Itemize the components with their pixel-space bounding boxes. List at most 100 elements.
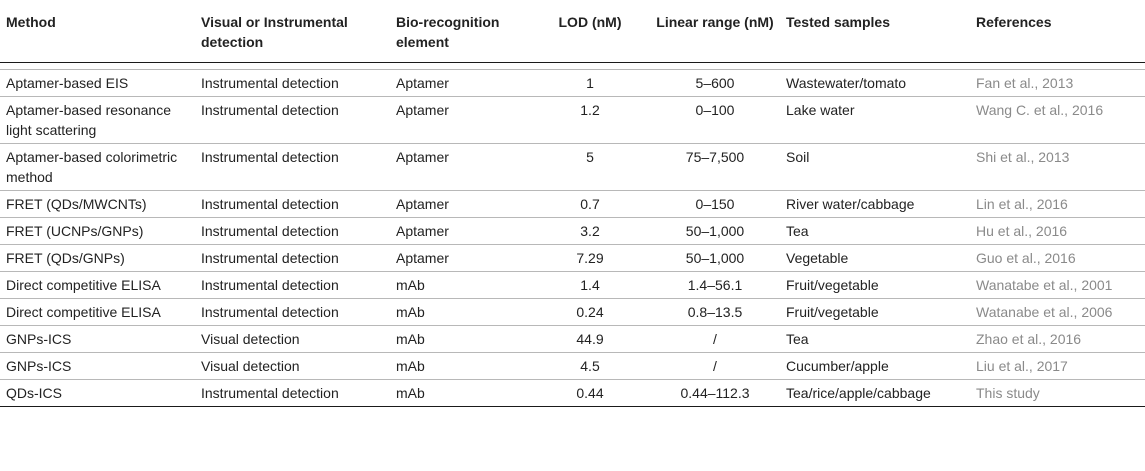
- cell-reference-link[interactable]: Lin et al., 2016: [970, 190, 1145, 218]
- cell-range: 50–1,000: [650, 244, 780, 272]
- cell-bio: mAb: [390, 271, 530, 299]
- cell-lod: 1: [530, 69, 650, 97]
- header-lod: LOD (nM): [530, 0, 650, 63]
- cell-range: 0.8–13.5: [650, 298, 780, 326]
- cell-samples: Tea: [780, 217, 970, 245]
- cell-range: /: [650, 352, 780, 380]
- cell-lod: 1.4: [530, 271, 650, 299]
- spacer-cell: [0, 62, 1145, 70]
- cell-detection: Instrumental detection: [195, 298, 390, 326]
- cell-bio: Aptamer: [390, 69, 530, 97]
- cell-method: Aptamer-based EIS: [0, 69, 195, 97]
- cell-range: 0–100: [650, 96, 780, 144]
- cell-bio: Aptamer: [390, 143, 530, 191]
- cell-bio: Aptamer: [390, 217, 530, 245]
- cell-bio: mAb: [390, 352, 530, 380]
- cell-bio: mAb: [390, 379, 530, 407]
- cell-range: /: [650, 325, 780, 353]
- cell-method: FRET (QDs/MWCNTs): [0, 190, 195, 218]
- header-row: Method Visual or Instrumental detection …: [0, 0, 1145, 63]
- cell-method: FRET (UCNPs/GNPs): [0, 217, 195, 245]
- cell-range: 75–7,500: [650, 143, 780, 191]
- table-body: Aptamer-based EIS Instrumental detection…: [0, 69, 1145, 407]
- cell-method: Direct competitive ELISA: [0, 271, 195, 299]
- table-row: Direct competitive ELISA Instrumental de…: [0, 298, 1145, 326]
- comparison-table: Method Visual or Instrumental detection …: [0, 0, 1145, 407]
- cell-samples: Vegetable: [780, 244, 970, 272]
- cell-lod: 0.44: [530, 379, 650, 407]
- cell-reference-link[interactable]: Guo et al., 2016: [970, 244, 1145, 272]
- table-row: Aptamer-based resonance light scattering…: [0, 96, 1145, 144]
- cell-range: 0.44–112.3: [650, 379, 780, 407]
- cell-range: 0–150: [650, 190, 780, 218]
- cell-samples: Soil: [780, 143, 970, 191]
- header-method: Method: [0, 0, 195, 63]
- cell-detection: Instrumental detection: [195, 143, 390, 191]
- cell-samples: River water/cabbage: [780, 190, 970, 218]
- header-visual-instrumental: Visual or Instrumental detection: [195, 0, 390, 63]
- table-header: Method Visual or Instrumental detection …: [0, 0, 1145, 70]
- header-tested-samples: Tested samples: [780, 0, 970, 63]
- cell-lod: 44.9: [530, 325, 650, 353]
- cell-samples: Cucumber/apple: [780, 352, 970, 380]
- header-bio-recognition: Bio-recognition element: [390, 0, 530, 63]
- cell-range: 5–600: [650, 69, 780, 97]
- cell-lod: 3.2: [530, 217, 650, 245]
- cell-method: Aptamer-based colorimetric method: [0, 143, 195, 191]
- cell-bio: mAb: [390, 298, 530, 326]
- cell-method: QDs-ICS: [0, 379, 195, 407]
- header-spacer: [0, 62, 1145, 70]
- cell-samples: Tea/rice/apple/cabbage: [780, 379, 970, 407]
- cell-detection: Instrumental detection: [195, 190, 390, 218]
- cell-method: Aptamer-based resonance light scattering: [0, 96, 195, 144]
- cell-reference-link[interactable]: Watanabe et al., 2006: [970, 298, 1145, 326]
- cell-range: 1.4–56.1: [650, 271, 780, 299]
- table-row: Direct competitive ELISA Instrumental de…: [0, 271, 1145, 299]
- cell-samples: Tea: [780, 325, 970, 353]
- header-references: References: [970, 0, 1145, 63]
- cell-method: GNPs-ICS: [0, 352, 195, 380]
- table-row: GNPs-ICS Visual detection mAb 44.9 / Tea…: [0, 325, 1145, 353]
- header-linear-range: Linear range (nM): [650, 0, 780, 63]
- cell-lod: 0.7: [530, 190, 650, 218]
- cell-detection: Visual detection: [195, 325, 390, 353]
- cell-bio: Aptamer: [390, 190, 530, 218]
- table-row: QDs-ICS Instrumental detection mAb 0.44 …: [0, 379, 1145, 407]
- cell-reference-link[interactable]: Zhao et al., 2016: [970, 325, 1145, 353]
- cell-detection: Instrumental detection: [195, 69, 390, 97]
- cell-samples: Wastewater/tomato: [780, 69, 970, 97]
- table-row: Aptamer-based colorimetric method Instru…: [0, 143, 1145, 191]
- table-row: GNPs-ICS Visual detection mAb 4.5 / Cucu…: [0, 352, 1145, 380]
- cell-detection: Instrumental detection: [195, 244, 390, 272]
- cell-lod: 7.29: [530, 244, 650, 272]
- cell-detection: Instrumental detection: [195, 96, 390, 144]
- cell-samples: Fruit/vegetable: [780, 271, 970, 299]
- cell-lod: 1.2: [530, 96, 650, 144]
- cell-reference-link[interactable]: Fan et al., 2013: [970, 69, 1145, 97]
- cell-reference-link[interactable]: Wang C. et al., 2016: [970, 96, 1145, 144]
- cell-reference-link[interactable]: Shi et al., 2013: [970, 143, 1145, 191]
- cell-detection: Instrumental detection: [195, 271, 390, 299]
- cell-detection: Instrumental detection: [195, 217, 390, 245]
- cell-method: GNPs-ICS: [0, 325, 195, 353]
- cell-detection: Instrumental detection: [195, 379, 390, 407]
- cell-lod: 5: [530, 143, 650, 191]
- cell-method: Direct competitive ELISA: [0, 298, 195, 326]
- cell-reference-link[interactable]: Wanatabe et al., 2001: [970, 271, 1145, 299]
- cell-bio: Aptamer: [390, 96, 530, 144]
- table-row: FRET (QDs/GNPs) Instrumental detection A…: [0, 244, 1145, 272]
- cell-detection: Visual detection: [195, 352, 390, 380]
- cell-method: FRET (QDs/GNPs): [0, 244, 195, 272]
- cell-lod: 4.5: [530, 352, 650, 380]
- cell-bio: mAb: [390, 325, 530, 353]
- table-row: Aptamer-based EIS Instrumental detection…: [0, 69, 1145, 97]
- table-row: FRET (UCNPs/GNPs) Instrumental detection…: [0, 217, 1145, 245]
- cell-reference-link[interactable]: Liu et al., 2017: [970, 352, 1145, 380]
- cell-reference-text: This study: [970, 379, 1145, 407]
- cell-reference-link[interactable]: Hu et al., 2016: [970, 217, 1145, 245]
- cell-lod: 0.24: [530, 298, 650, 326]
- cell-samples: Fruit/vegetable: [780, 298, 970, 326]
- table-row: FRET (QDs/MWCNTs) Instrumental detection…: [0, 190, 1145, 218]
- cell-samples: Lake water: [780, 96, 970, 144]
- cell-range: 50–1,000: [650, 217, 780, 245]
